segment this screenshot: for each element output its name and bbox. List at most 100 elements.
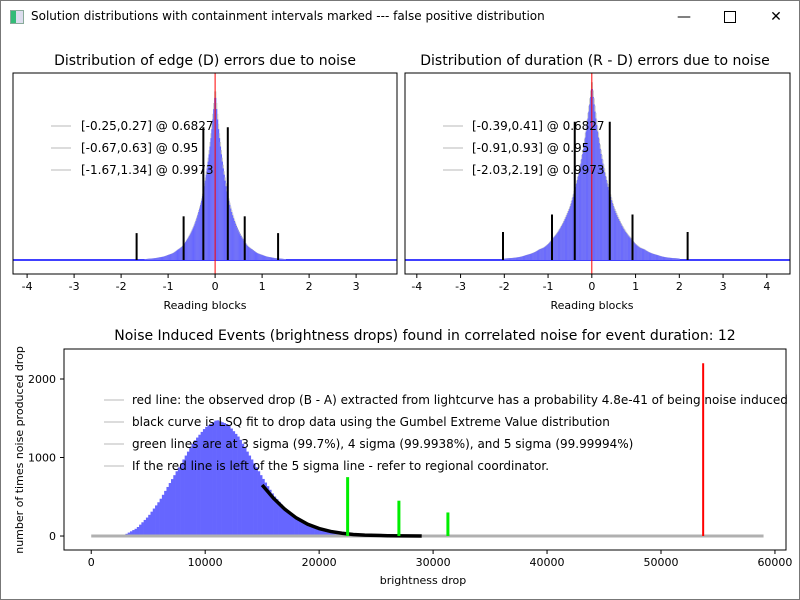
histogram-bar <box>611 203 614 260</box>
histogram-bar <box>310 527 313 537</box>
histogram-bar <box>166 486 170 537</box>
histogram-bar <box>199 208 201 260</box>
plot-title: Distribution of duration (R - D) errors … <box>420 53 769 69</box>
histogram-bar <box>598 143 600 260</box>
histogram-bar <box>601 158 603 260</box>
histogram-bar <box>505 258 507 260</box>
histogram-bar <box>507 258 509 260</box>
histogram-bar <box>675 258 677 260</box>
histogram-bar <box>554 236 556 260</box>
histogram-bar <box>291 515 295 537</box>
histogram-bar <box>526 254 528 260</box>
legend-label: [-0.39,0.41] @ 0.6827 <box>472 119 605 133</box>
histogram-bar <box>669 257 671 260</box>
histogram-bar <box>235 226 238 260</box>
histogram-bar <box>521 256 523 260</box>
histogram-bar <box>207 161 209 260</box>
histogram-bar <box>269 257 271 260</box>
histogram-bar <box>200 431 204 537</box>
histogram-bar <box>633 242 635 260</box>
histogram-bar <box>186 239 189 260</box>
histogram-bar <box>141 522 144 537</box>
histogram-bar <box>150 511 154 537</box>
plot-frame <box>404 72 791 275</box>
histogram-bar <box>275 258 277 260</box>
plot-frame <box>63 348 787 551</box>
histogram-bar <box>640 248 642 260</box>
x-tick-label: -4 <box>22 280 33 293</box>
histogram-bar <box>516 257 518 260</box>
histogram-bar <box>179 248 181 260</box>
histogram-bar <box>613 208 615 260</box>
histogram-bar <box>652 253 654 260</box>
histogram-bar <box>232 218 235 260</box>
histogram-bar <box>158 257 160 260</box>
histogram-bar <box>154 258 157 260</box>
histogram-bar <box>182 459 185 537</box>
x-tick-label: -1 <box>543 280 554 293</box>
minimize-button[interactable]: — <box>661 1 707 33</box>
histogram-bar <box>575 186 577 260</box>
histogram-bar <box>266 486 270 537</box>
histogram-bar <box>298 520 302 537</box>
histogram-bar <box>562 222 565 260</box>
histogram-bar <box>242 239 244 260</box>
histogram-bar <box>571 200 573 260</box>
histogram-bar <box>237 230 239 260</box>
legend-label: [-0.91,0.93] @ 0.95 <box>472 141 589 155</box>
y-tick-label: 0 <box>49 530 56 543</box>
histogram-bar <box>259 475 263 537</box>
histogram-bar <box>553 237 555 260</box>
histogram-bar <box>296 519 299 537</box>
histogram-bar <box>539 249 541 260</box>
histogram-bar <box>169 254 172 260</box>
histogram-bar <box>674 258 677 260</box>
gumbel-fit-curve <box>260 483 422 538</box>
histogram-bar <box>628 236 630 260</box>
histogram-bar <box>607 186 609 260</box>
close-button[interactable]: ✕ <box>753 1 799 33</box>
histogram-bar <box>645 250 647 260</box>
histogram-bar <box>646 250 648 260</box>
histogram-bar <box>173 252 175 260</box>
legend-label: If the red line is left of the 5 sigma l… <box>132 459 549 473</box>
histogram-bar <box>231 212 233 260</box>
histogram-bar <box>515 257 517 260</box>
histogram-bar <box>238 232 240 260</box>
histogram-bar <box>587 118 589 260</box>
histogram-bar <box>621 225 623 260</box>
histogram-bar <box>223 423 226 537</box>
histogram-bar <box>166 255 168 260</box>
plot-title: Noise Induced Events (brightness drops) … <box>114 328 735 344</box>
histogram-bar <box>233 221 236 260</box>
histogram-bar <box>207 425 211 537</box>
histogram-bar <box>604 172 606 260</box>
histogram-bar <box>262 255 264 260</box>
histogram-bar <box>217 129 220 260</box>
maximize-button[interactable] <box>707 1 753 33</box>
histogram-bar <box>527 254 529 260</box>
histogram-bar <box>676 258 678 260</box>
histogram-bar <box>512 257 514 260</box>
histogram-bar <box>649 252 651 260</box>
histogram-bar <box>205 426 208 537</box>
histogram-bar <box>224 180 226 260</box>
histogram-bar <box>616 215 618 260</box>
histogram-bar <box>234 223 237 260</box>
histogram-bar <box>538 249 540 260</box>
histogram-bar <box>273 257 275 260</box>
histogram-bar <box>582 154 584 260</box>
histogram-bar <box>666 257 668 260</box>
histogram-bar <box>257 253 259 260</box>
histogram-bar <box>188 236 191 260</box>
histogram-bar <box>667 257 669 260</box>
histogram-bar <box>555 235 557 260</box>
histogram-bar <box>556 233 558 260</box>
histogram-bar <box>239 234 241 260</box>
histogram-bar <box>167 255 169 260</box>
histogram-bar <box>221 422 224 537</box>
histogram-bar <box>509 258 511 260</box>
histogram-bar <box>641 248 643 260</box>
histogram-bar <box>213 109 215 260</box>
